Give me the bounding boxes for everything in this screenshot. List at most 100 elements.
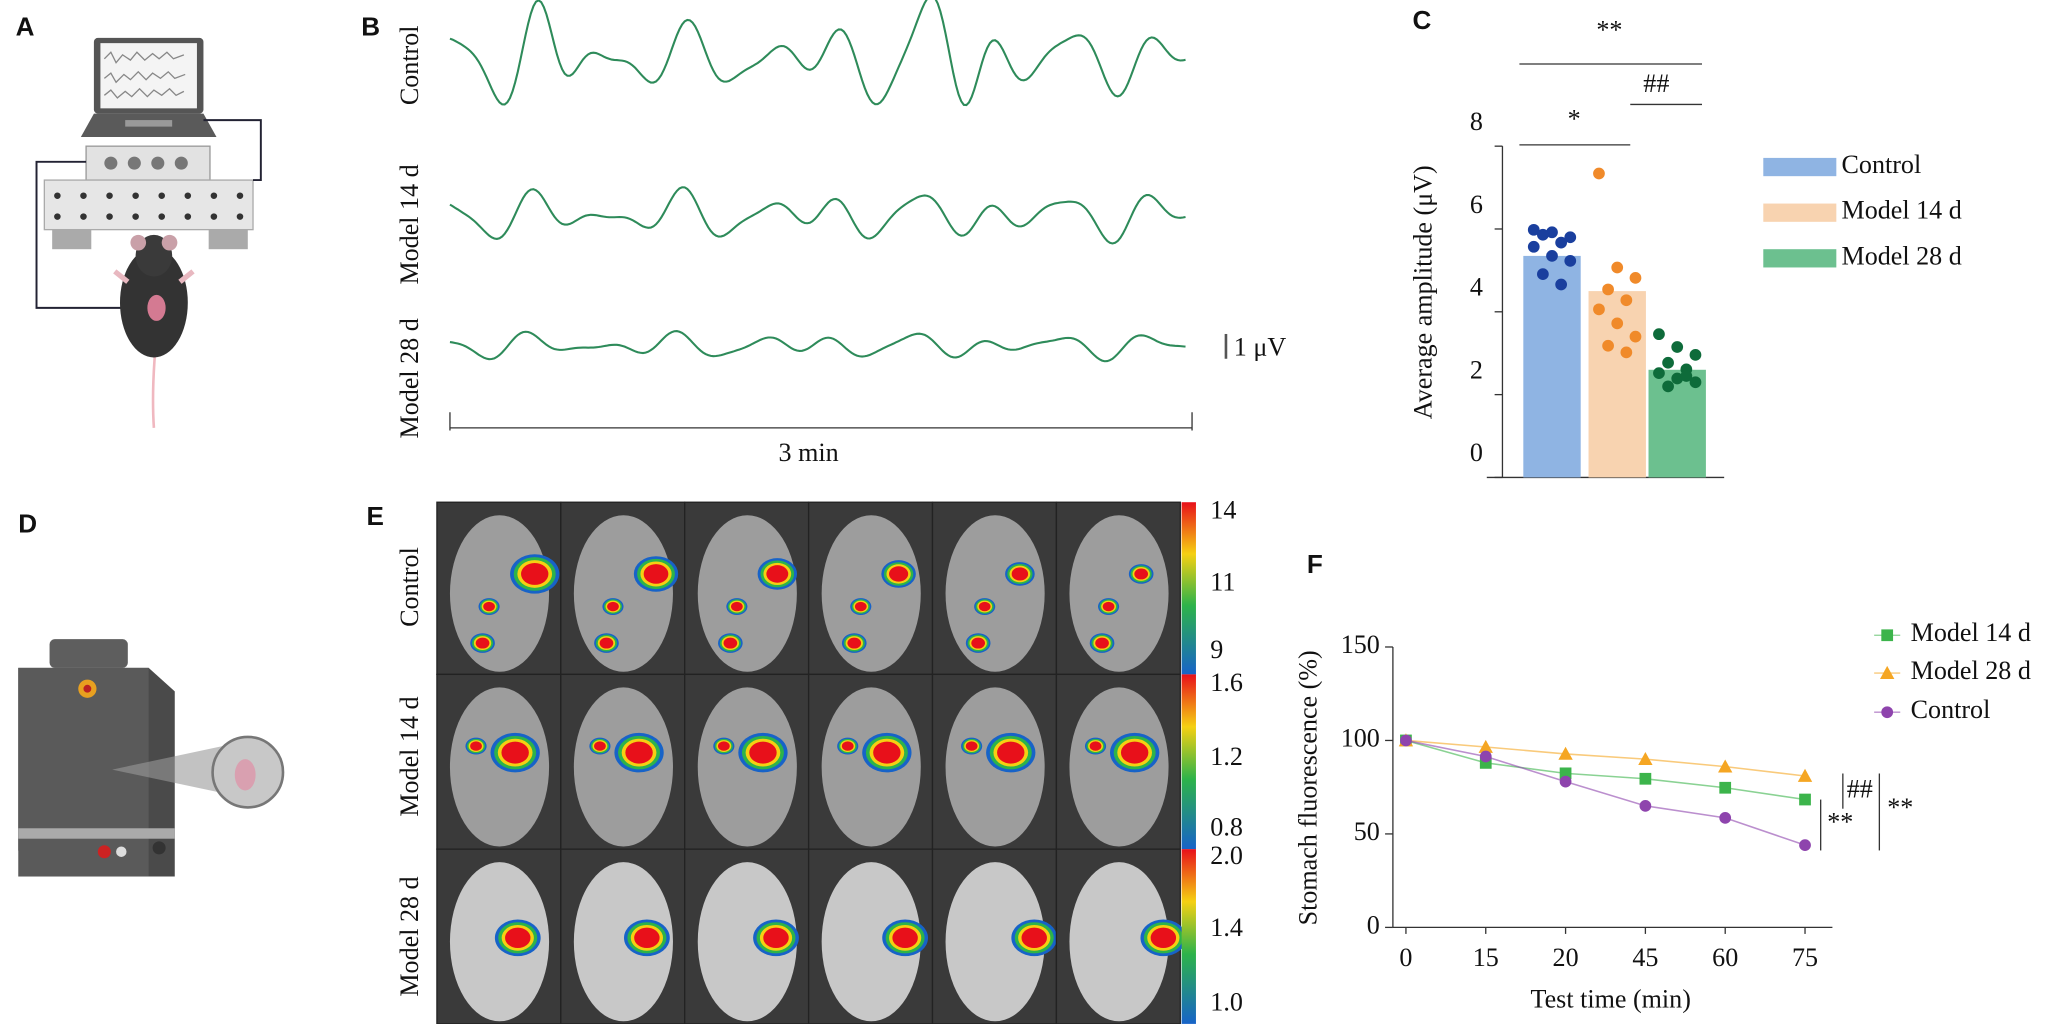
row-label: Model 28 d xyxy=(395,876,424,996)
scale-label: 1 μV xyxy=(1234,333,1287,362)
mouse-body xyxy=(449,515,550,672)
signal-blob xyxy=(594,741,606,751)
data-point xyxy=(1629,330,1642,343)
colorbar-tick-label: 1.4 xyxy=(1210,913,1243,942)
data-point xyxy=(1546,226,1558,239)
panel-letter: E xyxy=(366,501,383,531)
signal-blob xyxy=(1089,741,1102,751)
x-tick-label: 60 xyxy=(1712,943,1738,972)
significance-label: ## xyxy=(1643,69,1669,98)
bar xyxy=(1523,255,1581,478)
legend-swatch xyxy=(1763,203,1837,222)
colorbar-tick-label: 1.2 xyxy=(1210,742,1243,771)
signal-blob xyxy=(505,927,531,948)
y-tick-label: 6 xyxy=(1470,190,1483,219)
marker xyxy=(1799,793,1811,806)
signal-blob xyxy=(873,741,901,764)
legend-label: Model 14 d xyxy=(1911,618,2031,647)
data-point xyxy=(1527,240,1540,253)
y-tick-label: 0 xyxy=(1470,438,1483,467)
signal-blob xyxy=(766,565,789,583)
panel-b-scale xyxy=(449,333,1228,431)
data-point xyxy=(1537,228,1549,241)
mouse-body xyxy=(573,515,673,672)
data-point xyxy=(1671,372,1684,385)
marker xyxy=(1719,781,1732,794)
row-label: Model 14 d xyxy=(395,696,424,816)
eeg-trace xyxy=(449,330,1186,363)
mouse-body xyxy=(1069,515,1169,672)
colorbar-tick-label: 2.0 xyxy=(1210,841,1243,870)
y-axis-title: Average amplitude (μV) xyxy=(1408,165,1437,419)
legend-swatch xyxy=(1763,157,1837,177)
significance-label: ** xyxy=(1596,16,1622,45)
signal-blob xyxy=(599,637,614,649)
y-tick-label: 100 xyxy=(1341,723,1380,752)
row-label: Control xyxy=(395,547,424,627)
colorbar-tick-label: 14 xyxy=(1210,496,1236,525)
data-point xyxy=(1564,255,1577,267)
signal-blob xyxy=(483,601,495,612)
series-line xyxy=(1405,739,1806,801)
legend-label: Control xyxy=(1911,695,1991,724)
imaging-system-illustration xyxy=(18,639,285,877)
y-tick-label: 0 xyxy=(1367,910,1380,939)
panel-letter: B xyxy=(361,12,380,42)
data-point xyxy=(1662,380,1674,393)
significance-label: ** xyxy=(1827,807,1853,836)
significance-label: * xyxy=(1568,104,1581,133)
x-tick-label: 20 xyxy=(1553,943,1579,972)
marker xyxy=(1718,759,1733,773)
x-tick-label: 45 xyxy=(1632,943,1658,972)
marker xyxy=(1797,768,1813,782)
mouse-body xyxy=(821,515,921,672)
data-point xyxy=(1620,346,1633,359)
row-label: Control xyxy=(395,25,424,105)
row-label: Model 28 d xyxy=(395,318,424,438)
data-point xyxy=(1527,223,1540,236)
data-point xyxy=(1602,283,1614,296)
colorbar xyxy=(1181,849,1196,1024)
y-tick-label: 2 xyxy=(1470,355,1483,384)
data-point xyxy=(1564,231,1577,244)
colorbar xyxy=(1181,502,1196,675)
marker xyxy=(1400,734,1412,747)
mouse-body xyxy=(573,862,673,1022)
marker xyxy=(1559,767,1572,780)
data-point xyxy=(1602,339,1614,352)
mouse-body xyxy=(697,515,797,672)
signal-blob xyxy=(841,741,854,751)
marker xyxy=(1479,757,1492,769)
mouse-body xyxy=(821,862,921,1022)
data-point xyxy=(1593,303,1605,316)
y-tick-label: 4 xyxy=(1470,273,1483,302)
signal-blob xyxy=(1150,927,1177,948)
panel-letter: D xyxy=(18,509,37,539)
marker xyxy=(1881,706,1894,719)
marker xyxy=(1638,751,1653,766)
signal-blob xyxy=(501,741,529,764)
marker xyxy=(1479,750,1492,763)
panel-letter: F xyxy=(1307,549,1323,579)
panel-letter: C xyxy=(1412,5,1431,35)
legend-label: Model 28 d xyxy=(1911,656,2031,685)
signal-blob xyxy=(731,601,743,612)
data-point xyxy=(1555,278,1568,291)
signal-blob xyxy=(889,566,909,582)
marker xyxy=(1880,665,1895,679)
data-point xyxy=(1662,356,1674,369)
mouse-body xyxy=(945,862,1045,1022)
x-axis-title: Test time (min) xyxy=(1530,985,1690,1014)
signal-blob xyxy=(847,637,862,649)
marker xyxy=(1881,629,1894,642)
signal-blob xyxy=(607,601,619,612)
marker xyxy=(1719,811,1732,824)
data-point xyxy=(1546,250,1558,262)
data-point xyxy=(1689,376,1702,389)
signal-blob xyxy=(854,601,867,612)
data-point xyxy=(1689,348,1702,361)
y-tick-label: 8 xyxy=(1470,107,1483,136)
y-axis-title: Stomach fluorescence (%) xyxy=(1294,650,1323,925)
eeg-setup-illustration xyxy=(35,37,262,428)
